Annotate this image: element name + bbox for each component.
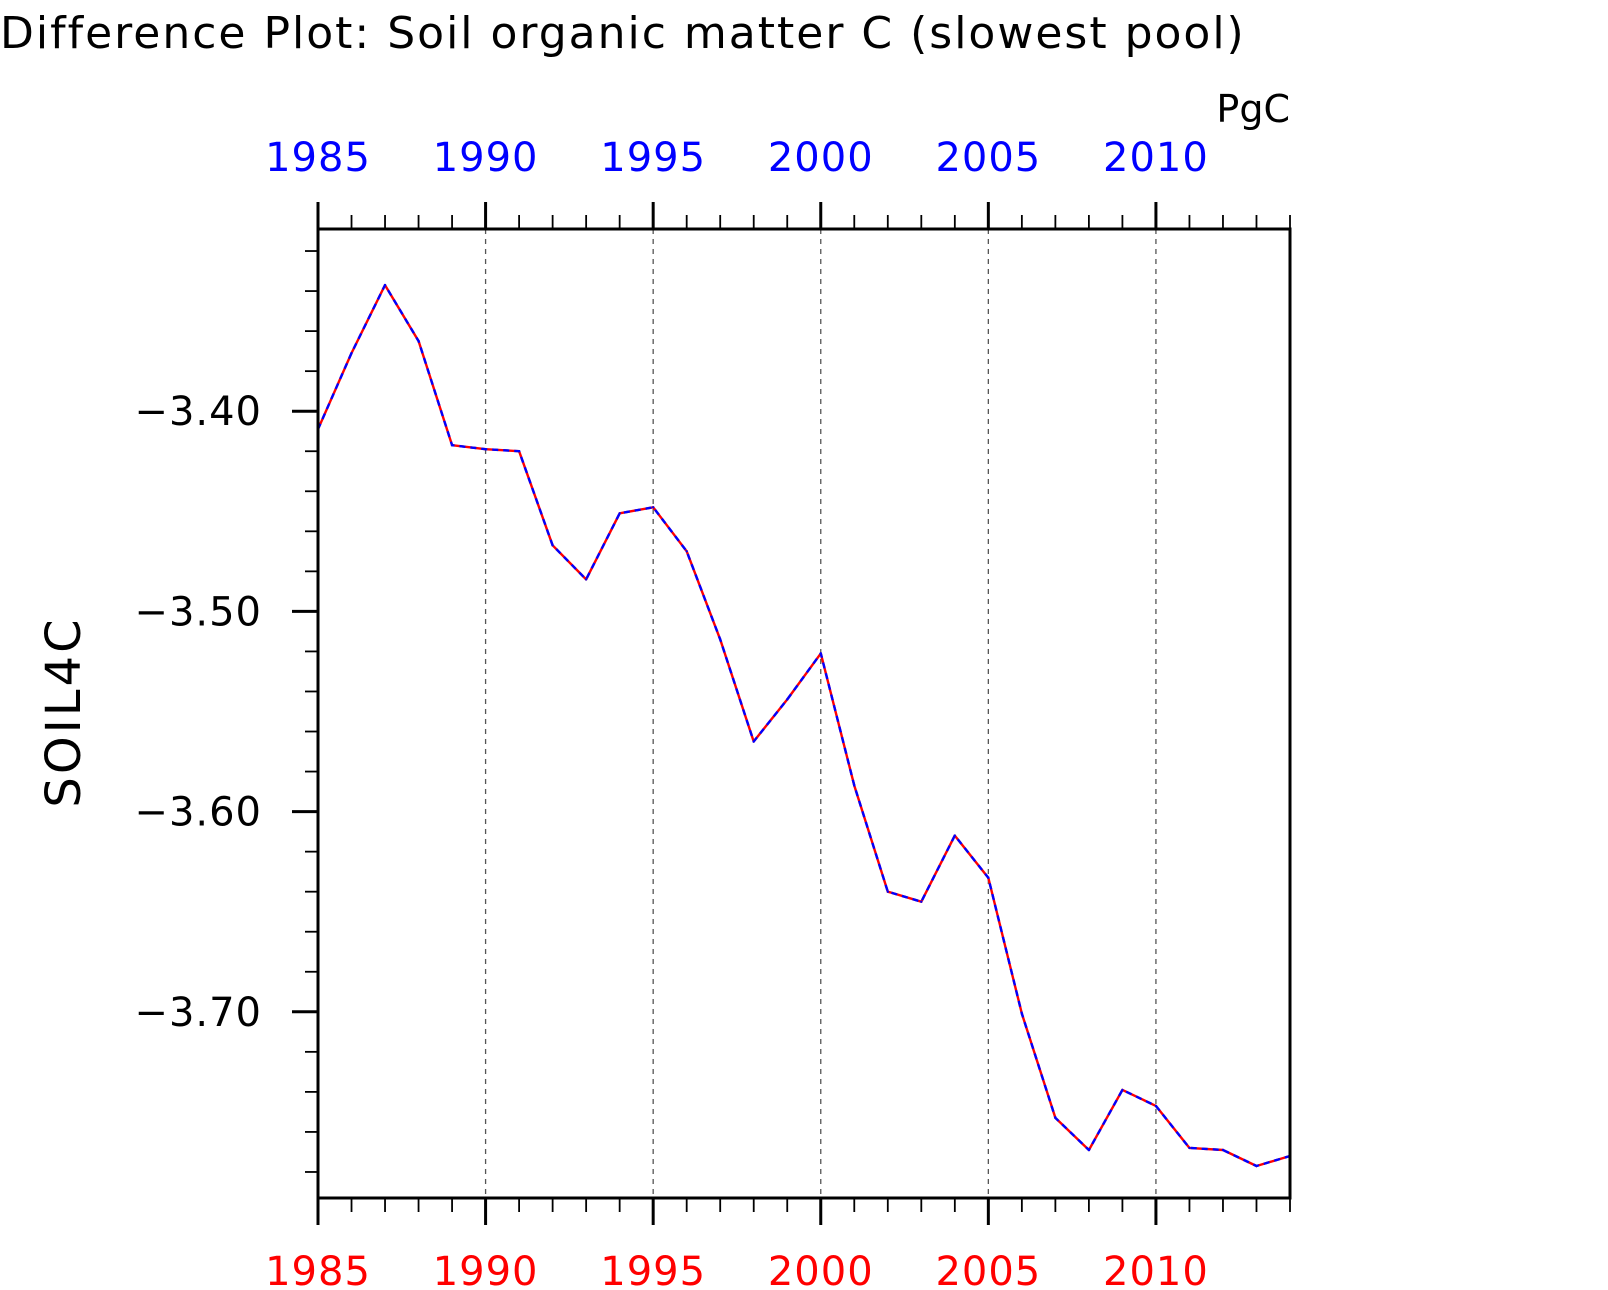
bottom-x-tick-label-1985: 1985 (265, 1249, 371, 1290)
y-tick-label-2: −3.60 (134, 790, 262, 836)
bottom-x-tick-label-1995: 1995 (600, 1249, 706, 1290)
series-2-point-1991 (517, 450, 521, 453)
series-2-point-1998 (752, 740, 755, 743)
bottom-x-tick-label-1990: 1990 (433, 1249, 539, 1290)
plot-frame (316, 227, 1292, 1200)
series-2-point-1996 (685, 550, 688, 553)
series-2-point-2007 (1054, 1116, 1057, 1120)
series-2-point-2003 (920, 900, 923, 903)
y-axis-label: SOIL4C (36, 616, 92, 807)
series-2-point-2013 (1255, 1164, 1258, 1168)
y-tick-label-1: −3.50 (134, 589, 262, 635)
series-2-point-1990 (484, 448, 487, 451)
series-2-point-2005 (987, 876, 990, 879)
series-2-point-1988 (417, 339, 420, 343)
series-2-point-2008 (1087, 1148, 1091, 1152)
series-2-point-2006 (1020, 1012, 1024, 1015)
series-2-point-1995 (652, 506, 655, 509)
series-2-point-1997 (719, 638, 722, 641)
series-2-point-2000 (819, 652, 822, 655)
chart-title: Difference Plot: Soil organic matter C (… (0, 8, 1246, 59)
top-x-tick-label-2005: 2005 (935, 135, 1041, 181)
bottom-x-tick-label-2000: 2000 (768, 1249, 874, 1290)
series-2-point-1987 (383, 283, 387, 287)
series-2-point-1993 (584, 578, 588, 581)
top-x-tick-label-1985: 1985 (265, 135, 371, 181)
labels-layer: 1985 1990 1995 2000 2005 2010 1985 1990 1995 2000… (134, 135, 1209, 1290)
y-tick-label-3: −3.70 (134, 990, 262, 1036)
series-2-point-2009 (1121, 1088, 1124, 1092)
top-x-tick-label-1990: 1990 (433, 135, 539, 181)
series-2-point-2011 (1188, 1146, 1191, 1150)
units-label: PgC (1216, 87, 1290, 131)
series-2-point-2004 (953, 834, 956, 837)
series-2-point-1999 (786, 698, 789, 701)
series-layer (316, 283, 1292, 1168)
series-2-point-1989 (450, 444, 454, 447)
top-x-tick-label-2000: 2000 (768, 135, 874, 181)
gridlines (484, 229, 1157, 1198)
top-x-tick-label-2010: 2010 (1103, 135, 1209, 181)
series-2-point-2010 (1154, 1104, 1158, 1108)
series-line-1 (316, 283, 1291, 1168)
series-2-point-1992 (551, 544, 554, 547)
bottom-x-tick-label-2005: 2005 (935, 1249, 1041, 1290)
series-line-2 (316, 283, 1291, 1168)
series-2-point-2002 (886, 890, 889, 893)
series-2-point-2012 (1221, 1148, 1225, 1152)
series-2-point-1994 (618, 512, 621, 515)
axes-layer (292, 202, 1292, 1225)
series-2-point-1986 (350, 351, 353, 355)
top-x-tick-label-1995: 1995 (600, 135, 706, 181)
series-2-point-2001 (853, 784, 856, 787)
y-tick-label-0: −3.40 (134, 389, 262, 435)
bottom-x-tick-label-2010: 2010 (1103, 1249, 1209, 1290)
